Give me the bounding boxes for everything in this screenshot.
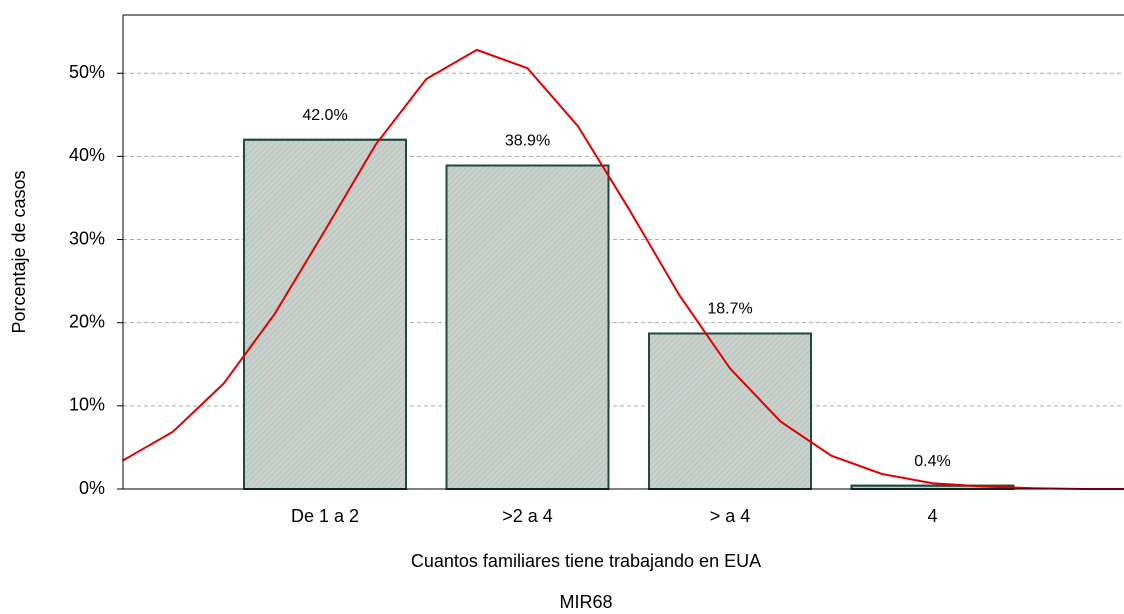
y-tick-label: 0% [79,478,105,498]
y-tick-label: 20% [69,311,105,331]
bar-hatch [243,138,407,490]
y-tick-label: 10% [69,395,105,415]
y-tick-label: 50% [69,62,105,82]
bar-hatch [445,164,610,491]
y-tick-label: 40% [69,145,105,165]
normal-curve [122,48,1124,490]
x-tick-label: > a 4 [710,506,751,526]
bar-hatch [648,332,812,491]
y-axis-label: Porcentaje de casos [9,170,29,333]
value-label: 38.9% [505,133,550,150]
y-tick-label: 30% [69,228,105,248]
value-label: 42.0% [302,107,347,124]
x-tick-label: De 1 a 2 [291,506,359,526]
x-tick-label: >2 a 4 [502,506,553,526]
x-axis-label: Cuantos familiares tiene trabajando en E… [411,551,761,571]
chart-title: MIR68 [559,592,612,612]
x-tick-label: 4 [927,506,937,526]
value-label: 18.7% [707,301,752,318]
value-label: 0.4% [914,453,950,470]
